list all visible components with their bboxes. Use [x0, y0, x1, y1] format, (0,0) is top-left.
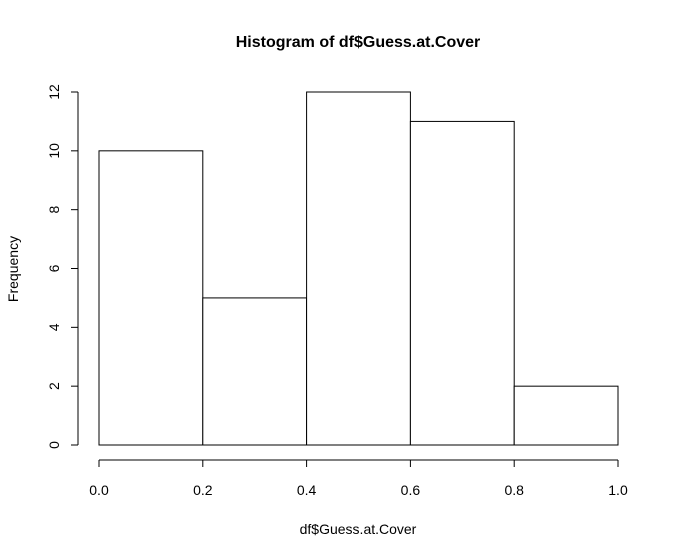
y-tick-label-4: 8	[46, 206, 62, 214]
x-tick-label-5: 1.0	[608, 482, 628, 498]
y-axis-label: Frequency	[5, 236, 21, 302]
y-tick-label-3: 6	[46, 264, 62, 272]
x-axis: 0.0 0.2 0.4 0.6 0.8 1.0	[89, 459, 628, 498]
histogram-bar-4	[513, 385, 619, 446]
bars-group	[98, 91, 619, 446]
x-tick-label-3: 0.6	[401, 482, 421, 498]
histogram-bar-1	[202, 297, 308, 446]
y-tick-label-2: 4	[46, 323, 62, 331]
chart-title: Histogram of df$Guess.at.Cover	[236, 34, 481, 51]
x-axis-label: df$Guess.at.Cover	[300, 521, 417, 537]
y-tick-label-6: 12	[46, 84, 62, 100]
y-tick-label-0: 0	[46, 441, 62, 449]
x-tick-label-1: 0.2	[193, 482, 213, 498]
histogram-bar-0	[98, 150, 204, 446]
x-tick-label-2: 0.4	[297, 482, 317, 498]
x-tick-label-0: 0.0	[89, 482, 109, 498]
histogram-bar-3	[409, 120, 515, 446]
y-tick-label-5: 10	[46, 143, 62, 159]
y-axis: 0 2 4 6 8 10 12	[46, 84, 79, 449]
histogram-bar-2	[306, 91, 411, 446]
y-tick-label-1: 2	[46, 382, 62, 390]
x-tick-label-4: 0.8	[504, 482, 524, 498]
